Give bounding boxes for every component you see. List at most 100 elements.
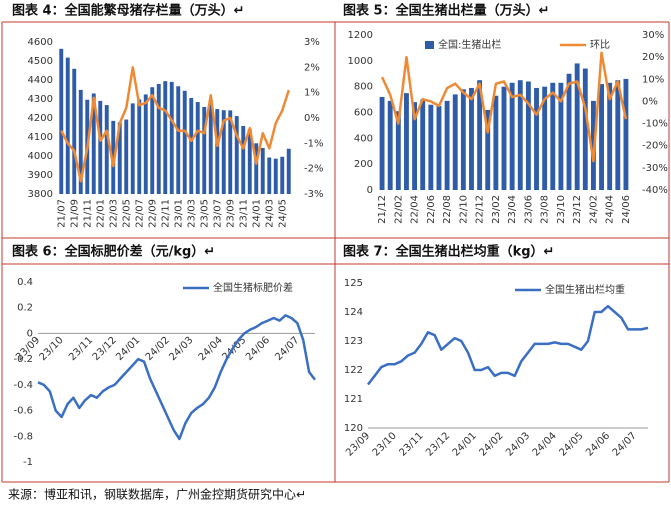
bar (208, 99, 213, 194)
x-tick-label: 23/12 (572, 195, 583, 224)
x-tick-label: 23/04 (507, 195, 518, 224)
x-tick-label: 24/04 (605, 195, 616, 224)
bar (78, 89, 83, 194)
x-tick-label: 23/11 (397, 430, 425, 458)
bar (111, 120, 116, 194)
x-tick-label: 22/10 (458, 195, 469, 224)
y-tick-label: 0.2 (17, 303, 33, 314)
x-tick-label: 24/02 (144, 335, 172, 363)
chart-title: 图表 7：全国生猪出栏均重（kg）↵ (343, 244, 554, 260)
x-tick-label: 22/07 (134, 199, 145, 228)
x-tick-label: 23/10 (371, 430, 399, 458)
y-tick-label: 0 (27, 328, 33, 339)
y2-tick-label: 2% (304, 62, 320, 73)
y2-tick-label: 30% (642, 30, 664, 41)
legend-swatch (425, 41, 434, 49)
x-tick-label: 21/09 (69, 199, 80, 228)
y-tick-label: 4200 (28, 113, 53, 124)
x-tick-label: 23/05 (199, 199, 210, 228)
bar (395, 111, 401, 190)
bar (228, 110, 233, 194)
y-tick-label: 3800 (28, 189, 53, 200)
bar (412, 102, 418, 190)
bar (234, 116, 239, 194)
bar (286, 148, 291, 194)
x-tick-label: 23/02 (491, 195, 502, 224)
bar (137, 99, 142, 194)
bar (460, 89, 466, 190)
y-tick-label: 600 (354, 108, 373, 119)
y-tick-label: 121 (344, 394, 363, 405)
frame (1, 21, 670, 483)
y-tick-label: 1200 (348, 30, 373, 41)
chart-title: 图表 5：全国生猪出栏量（万头）↵ (343, 3, 549, 19)
x-tick-label: 24/03 (167, 335, 195, 363)
x-tick-label: 24/03 (264, 199, 275, 228)
bar (542, 86, 548, 190)
x-tick-label: 24/02 (477, 430, 505, 458)
x-tick-label: 24/01 (251, 199, 262, 228)
x-tick-label: 23/12 (91, 335, 119, 363)
legend-label: 全国生猪标肥价差 (213, 281, 293, 294)
bar (599, 84, 604, 190)
bar (182, 90, 187, 194)
x-tick-label: 23/12 (424, 430, 452, 458)
x-tick-label: 21/11 (82, 199, 93, 228)
bar (65, 57, 70, 194)
bar (558, 82, 564, 190)
bar (98, 100, 103, 194)
bar (267, 157, 272, 194)
x-tick-label: 24/06 (584, 430, 612, 458)
y-tick-label: 124 (344, 307, 363, 318)
y-tick-label: -0.4 (13, 380, 33, 391)
y-tick-label: 0.4 (17, 277, 33, 288)
bar (404, 93, 409, 190)
chart-title: 图表 4：全国能繁母猪存栏量（万头）↵ (12, 3, 244, 19)
bar (623, 78, 629, 190)
y2-tick-label: 20% (642, 52, 664, 63)
x-tick-label: 23/03 (186, 199, 197, 228)
bar (469, 87, 474, 190)
y-tick-label: 125 (344, 278, 363, 289)
y-tick-label: 200 (354, 159, 373, 170)
y-tick-label: 4400 (28, 75, 53, 86)
bar (163, 81, 168, 194)
bar (517, 80, 523, 190)
bar (273, 158, 278, 194)
x-tick-label: 22/03 (108, 199, 119, 228)
bar (176, 86, 181, 194)
bar (124, 119, 129, 194)
bar (280, 156, 285, 194)
bar (566, 73, 572, 190)
y2-tick-label: -20% (642, 141, 668, 152)
y2-tick-label: -40% (642, 185, 668, 196)
bar (215, 109, 220, 194)
x-tick-label: 23/10 (38, 335, 66, 363)
y-tick-label: -0.2 (13, 354, 33, 365)
y2-tick-label: -2% (304, 164, 323, 175)
x-tick-label: 22/02 (393, 195, 404, 224)
x-tick-label: 24/07 (611, 430, 639, 458)
bar (582, 68, 588, 190)
y-tick-label: 0 (367, 185, 373, 196)
y-tick-label: 122 (344, 365, 363, 376)
line (380, 51, 628, 163)
bar (501, 86, 507, 190)
x-tick-label: 24/06 (621, 195, 632, 224)
x-tick-label: 21/12 (377, 195, 388, 224)
bar (420, 99, 426, 190)
x-tick-label: 22/05 (121, 199, 132, 228)
x-tick-label: 22/12 (475, 195, 486, 224)
line (37, 314, 316, 441)
y2-tick-label: 3% (304, 37, 320, 48)
bar (247, 129, 252, 194)
x-tick-label: 22/08 (442, 195, 453, 224)
bar (91, 93, 96, 194)
bar (72, 68, 77, 194)
x-tick-label: 23/09 (344, 430, 372, 458)
y-tick-label: 4000 (28, 151, 53, 162)
x-tick-label: 23/07 (212, 199, 223, 228)
x-tick-label: 22/06 (426, 195, 437, 224)
bar (485, 109, 491, 190)
y2-tick-label: -30% (642, 163, 668, 174)
